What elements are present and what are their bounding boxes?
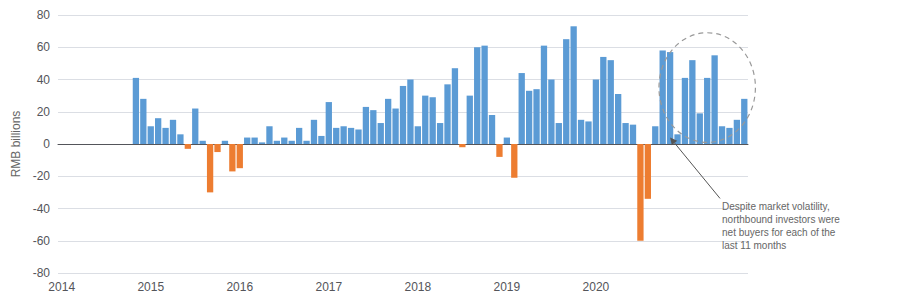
svg-text:40: 40 [37,73,51,87]
svg-text:last 11 months: last 11 months [722,240,786,251]
svg-text:2014: 2014 [48,280,75,294]
svg-text:net buyers for each of the: net buyers for each of the [722,227,836,238]
svg-text:60: 60 [37,40,51,54]
svg-text:0: 0 [43,137,50,151]
svg-text:80: 80 [37,8,51,22]
svg-text:2018: 2018 [404,280,431,294]
svg-text:20: 20 [37,105,51,119]
svg-text:2017: 2017 [315,280,342,294]
svg-text:2016: 2016 [226,280,253,294]
svg-text:2019: 2019 [494,280,521,294]
svg-text:2015: 2015 [137,280,164,294]
svg-text:-60: -60 [33,234,51,248]
svg-text:-80: -80 [33,266,51,280]
svg-text:Despite market volatility,: Despite market volatility, [722,201,830,212]
svg-text:2020: 2020 [583,280,610,294]
svg-text:-20: -20 [33,169,51,183]
svg-text:RMB billions: RMB billions [9,111,23,178]
svg-text:-40: -40 [33,202,51,216]
svg-text:northbound investors were: northbound investors were [722,214,840,225]
